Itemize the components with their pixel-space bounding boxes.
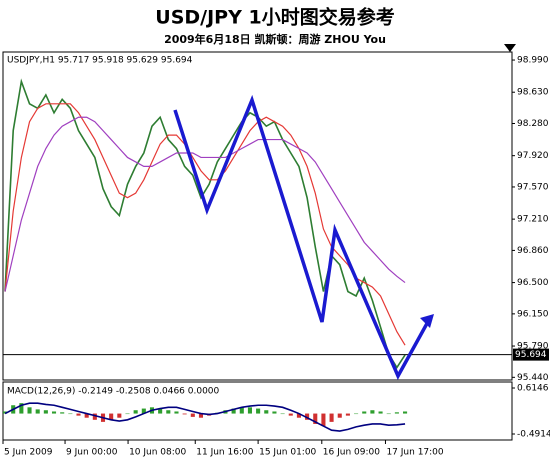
y-tick-label: 97.570 — [517, 182, 549, 192]
histogram-bar — [329, 413, 334, 422]
chart-title: USD/JPY 1小时图交易参考 — [155, 6, 394, 29]
x-tick-label: 5 Jun 2009 — [4, 448, 53, 458]
histogram-bar — [264, 410, 269, 414]
series-line — [4, 78, 406, 369]
histogram-bar — [403, 411, 408, 414]
histogram-bar — [362, 411, 367, 414]
histogram-bar — [174, 411, 179, 414]
histogram-bar — [345, 413, 350, 416]
y-tick-label: 96.500 — [517, 278, 549, 288]
histogram-bar — [288, 413, 293, 416]
histogram-bar — [190, 413, 195, 417]
y-tick-label: 97.210 — [517, 215, 549, 225]
histogram-bar — [321, 413, 326, 427]
histogram-bar — [280, 413, 285, 415]
histogram-bar — [386, 413, 391, 415]
y-tick-label: 98.630 — [517, 88, 549, 98]
histogram-bar — [76, 413, 81, 416]
histogram-bar — [133, 410, 138, 414]
histogram-bar — [231, 408, 236, 414]
histogram-bar — [35, 409, 40, 414]
histogram-bar — [272, 411, 277, 414]
histogram-bar — [370, 410, 375, 414]
y-tick-label: 0.6146 — [517, 384, 549, 394]
y-tick-label: -0.4914 — [517, 429, 550, 439]
macd-panel — [2, 381, 513, 441]
histogram-bar — [68, 413, 73, 415]
histogram-bar — [394, 412, 399, 414]
price-info: USDJPY,H1 95.717 95.918 95.629 95.694 — [7, 56, 193, 66]
chart-subtitle: 2009年6月18日 凯斯顿：周游 ZHOU You — [164, 32, 386, 46]
x-tick-label: 10 Jun 08:00 — [129, 448, 186, 458]
annotation-path — [173, 94, 432, 380]
histogram-bar — [313, 413, 318, 424]
histogram-bar — [51, 411, 57, 414]
histogram-bar — [158, 408, 163, 414]
series-line — [4, 116, 406, 292]
histogram-bar — [354, 413, 359, 415]
series-line — [4, 103, 406, 346]
histogram-bar — [109, 413, 114, 420]
histogram-bar — [84, 413, 89, 418]
annotation-arrow — [420, 314, 434, 328]
x-tick-label: 16 Jun 09:00 — [323, 448, 380, 458]
y-tick-label: 95.440 — [517, 373, 549, 383]
histogram-bar — [296, 413, 301, 418]
x-tick-label: 9 Jun 00:00 — [66, 448, 118, 458]
x-tick-label: 15 Jun 01:00 — [259, 448, 316, 458]
series-line — [4, 402, 406, 432]
histogram-bar — [60, 412, 65, 414]
y-tick-label: 96.150 — [517, 309, 549, 319]
histogram-bar — [27, 407, 32, 414]
y-tick-label: 97.920 — [517, 151, 549, 161]
histogram-bar — [198, 413, 204, 418]
histogram-bar — [256, 408, 261, 414]
y-tick-label: 98.990 — [517, 56, 549, 66]
histogram-bar — [305, 413, 310, 420]
histogram-bar — [182, 413, 187, 415]
histogram-bar — [378, 411, 383, 414]
histogram-bar — [125, 413, 130, 415]
histogram-bar — [166, 410, 171, 414]
macd-info: MACD(12,26,9) -0.2149 -0.2508 0.0466 0.0… — [7, 387, 220, 397]
histogram-bar — [19, 403, 24, 414]
histogram-bar — [337, 413, 342, 418]
histogram-bar — [141, 408, 146, 414]
y-tick-label: 95.790 — [517, 342, 549, 352]
histogram-bar — [43, 410, 48, 414]
histogram-bar — [3, 411, 8, 414]
histogram-bar — [247, 407, 252, 414]
y-tick-label: 96.860 — [517, 246, 549, 256]
marker — [504, 44, 516, 52]
last-price-box — [513, 348, 549, 361]
y-tick-label: 98.280 — [517, 119, 549, 129]
x-tick-label: 17 Jun 17:00 — [386, 448, 443, 458]
histogram-bar — [92, 413, 97, 420]
last-price-label: 95.694 — [515, 350, 547, 360]
histogram-bar — [117, 413, 122, 418]
price-panel — [2, 51, 513, 381]
histogram-bar — [239, 407, 244, 414]
x-tick-label: 11 Jun 16:00 — [196, 448, 253, 458]
